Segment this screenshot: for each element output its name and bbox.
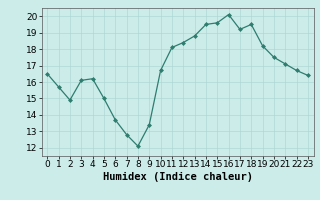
X-axis label: Humidex (Indice chaleur): Humidex (Indice chaleur): [103, 172, 252, 182]
